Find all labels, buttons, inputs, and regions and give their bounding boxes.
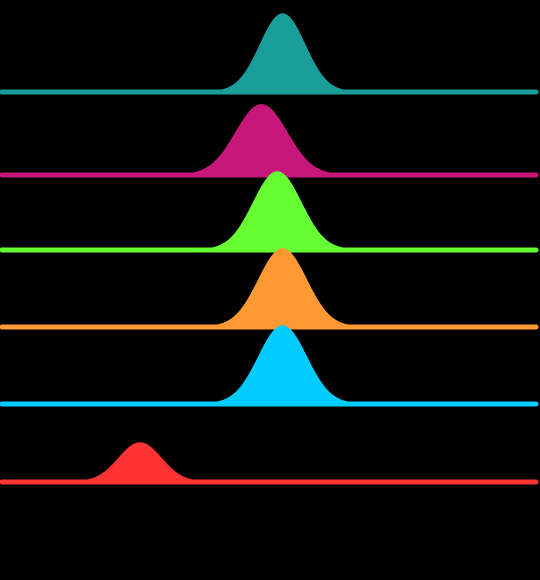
- ridge-series-2: [0, 104, 539, 178]
- ridge-series-4: [0, 248, 539, 330]
- ridge-series-1: [0, 13, 539, 95]
- ridge-density-4: [7, 248, 537, 328]
- ridge-series-3: [0, 171, 539, 253]
- ridge-density-5: [7, 325, 537, 405]
- ridge-density-1: [7, 13, 537, 93]
- ridge-series-6: [0, 442, 539, 485]
- ridge-density-2: [7, 104, 537, 176]
- ridge-density-6: [7, 442, 537, 483]
- ridge-series-5: [0, 325, 539, 407]
- ridge-density-3: [7, 171, 537, 251]
